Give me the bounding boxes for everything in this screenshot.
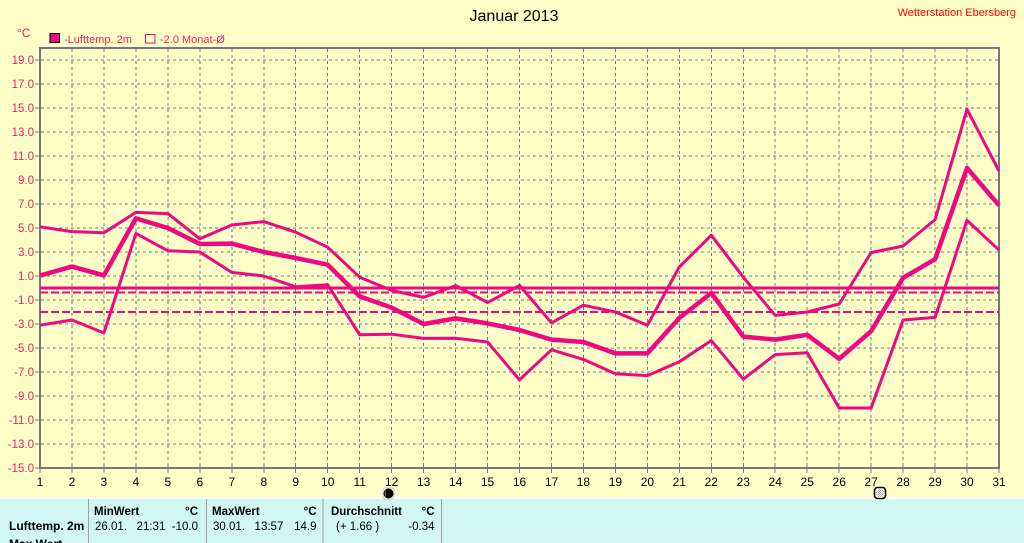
svg-text:13: 13: [417, 475, 431, 489]
svg-text:16: 16: [513, 475, 527, 489]
svg-text:5: 5: [165, 475, 172, 489]
svg-text:-5.0: -5.0: [14, 343, 34, 355]
svg-text:17.0: 17.0: [12, 79, 34, 91]
svg-text:14.9: 14.9: [294, 521, 316, 533]
svg-text:17: 17: [545, 475, 559, 489]
svg-text:15.0: 15.0: [12, 103, 34, 115]
svg-text:24: 24: [769, 475, 783, 489]
svg-text:19.0: 19.0: [12, 55, 34, 67]
svg-text:10: 10: [321, 475, 335, 489]
svg-text:Max.Wert: Max.Wert: [9, 537, 62, 543]
svg-text:26.01. 21:31: 26.01. 21:31: [95, 521, 165, 533]
svg-text:28: 28: [896, 475, 910, 489]
svg-text:Lufttemp. 2m: Lufttemp. 2m: [9, 519, 84, 533]
svg-text:29: 29: [928, 475, 942, 489]
svg-text:12: 12: [385, 475, 399, 489]
svg-text:Januar 2013: Januar 2013: [470, 8, 559, 25]
svg-text:20: 20: [641, 475, 655, 489]
svg-text:5.0: 5.0: [18, 223, 34, 235]
svg-text:23: 23: [737, 475, 751, 489]
svg-text:30: 30: [960, 475, 974, 489]
svg-text:26: 26: [833, 475, 847, 489]
svg-text:9.0: 9.0: [18, 175, 34, 187]
svg-text:30.01. 13:57: 30.01. 13:57: [213, 521, 283, 533]
svg-text:-11.0: -11.0: [9, 415, 34, 427]
svg-text:°C: °C: [17, 26, 31, 40]
svg-text:-3.0: -3.0: [14, 319, 34, 331]
svg-text:-10.0: -10.0: [172, 521, 198, 533]
svg-text:-15.0: -15.0: [8, 463, 34, 475]
svg-text:13.0: 13.0: [12, 127, 34, 139]
svg-text:7: 7: [228, 475, 235, 489]
svg-text:2: 2: [69, 475, 76, 489]
svg-text:-Lufttemp. 2m: -Lufttemp. 2m: [64, 34, 132, 46]
svg-text:14: 14: [449, 475, 463, 489]
svg-text:3.0: 3.0: [18, 247, 34, 259]
svg-text:11.0: 11.0: [12, 151, 34, 163]
svg-text:1.0: 1.0: [18, 271, 34, 283]
svg-text:19: 19: [609, 475, 623, 489]
svg-text:7.0: 7.0: [18, 199, 34, 211]
svg-text:MinWert: MinWert: [94, 506, 139, 518]
svg-text:-1.0: -1.0: [14, 295, 34, 307]
svg-text:°C: °C: [304, 506, 317, 518]
svg-text:Durchschnitt: Durchschnitt: [331, 506, 402, 518]
svg-text:-7.0: -7.0: [14, 367, 34, 379]
svg-text:22: 22: [705, 475, 719, 489]
svg-text:-0.34: -0.34: [408, 521, 435, 533]
svg-text:(+ 1.66 ): (+ 1.66 ): [336, 521, 379, 533]
svg-text:15: 15: [481, 475, 495, 489]
svg-text:-13.0: -13.0: [8, 439, 34, 451]
svg-text:Wetterstation Ebersberg: Wetterstation Ebersberg: [898, 7, 1016, 19]
svg-text:21: 21: [673, 475, 687, 489]
svg-text:-9.0: -9.0: [14, 391, 34, 403]
svg-text:31: 31: [992, 475, 1006, 489]
svg-text:3: 3: [101, 475, 108, 489]
svg-text:9: 9: [292, 475, 299, 489]
svg-text:°C: °C: [185, 506, 198, 518]
svg-text:27: 27: [864, 475, 878, 489]
svg-text:18: 18: [577, 475, 591, 489]
svg-text:MaxWert: MaxWert: [212, 506, 260, 518]
svg-text:11: 11: [353, 475, 366, 489]
svg-text:°C: °C: [422, 506, 435, 518]
svg-text:1: 1: [37, 475, 44, 489]
svg-text:25: 25: [801, 475, 815, 489]
svg-text:8: 8: [260, 475, 267, 489]
svg-text:-2.0 Monat-Ø: -2.0 Monat-Ø: [160, 34, 225, 46]
svg-text:6: 6: [196, 475, 203, 489]
svg-text:4: 4: [133, 475, 140, 489]
